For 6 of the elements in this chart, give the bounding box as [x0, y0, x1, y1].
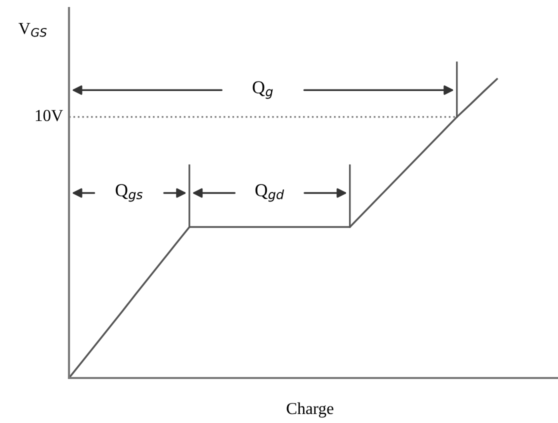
y-axis-title: V$_{GS}$ [18, 23, 47, 37]
annotation: Q$_{g}$ [252, 81, 273, 99]
annotation: Q$_{gs}$ [116, 184, 143, 202]
annotation: Q$_{gd}$ [255, 184, 284, 202]
x-axis-title: Charge [286, 402, 334, 418]
ref-line-label: 10V [36, 110, 63, 122]
